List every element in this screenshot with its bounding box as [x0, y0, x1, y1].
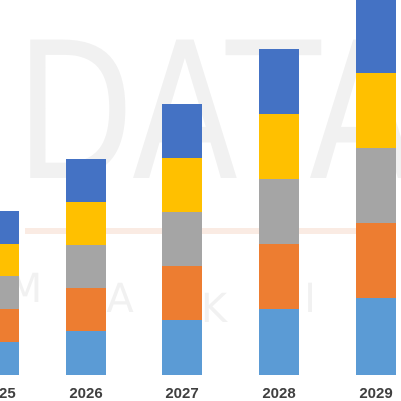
bar-segment-2026-3	[66, 245, 106, 288]
bar-segment-2027-5	[162, 104, 202, 158]
bar-segment-2025-4	[0, 244, 19, 276]
bar-segment-2025-2	[0, 309, 19, 342]
bar-segment-2026-1	[66, 331, 106, 375]
watermark-letter: A	[106, 276, 134, 322]
bar-segment-2027-1	[162, 320, 202, 375]
bar-segment-2025-1	[0, 342, 19, 375]
bar-segment-2028-4	[259, 114, 299, 179]
bar-segment-2028-5	[259, 49, 299, 114]
bar-segment-2029-2	[356, 223, 396, 298]
bar-segment-2029-1	[356, 298, 396, 375]
bar-segment-2028-2	[259, 244, 299, 309]
bar-segment-2029-3	[356, 148, 396, 223]
bar-segment-2028-3	[259, 179, 299, 244]
x-tick-label: 2028	[262, 385, 295, 401]
bar-segment-2025-5	[0, 211, 19, 244]
bar-segment-2027-3	[162, 212, 202, 266]
bar-segment-2026-2	[66, 288, 106, 331]
bar-segment-2025-3	[0, 276, 19, 309]
x-axis-labels: 2025 2026 2027 2028 2029	[0, 385, 393, 401]
bar-segment-2026-5	[66, 159, 106, 202]
x-tick-label: 2025	[0, 385, 16, 401]
x-tick-label: 2029	[359, 385, 392, 401]
bar-segment-2026-4	[66, 202, 106, 245]
bar-segment-2029-4	[356, 73, 396, 148]
x-tick-label: 2027	[165, 385, 198, 401]
watermark-letter: K	[201, 286, 229, 332]
bar-segment-2027-4	[162, 158, 202, 212]
watermark-letter: I	[304, 276, 316, 322]
x-tick-label: 2026	[69, 385, 102, 401]
bar-segment-2028-1	[259, 309, 299, 375]
bar-segment-2027-2	[162, 266, 202, 320]
bars	[0, 0, 396, 375]
bar-segment-2029-5	[356, 0, 396, 73]
